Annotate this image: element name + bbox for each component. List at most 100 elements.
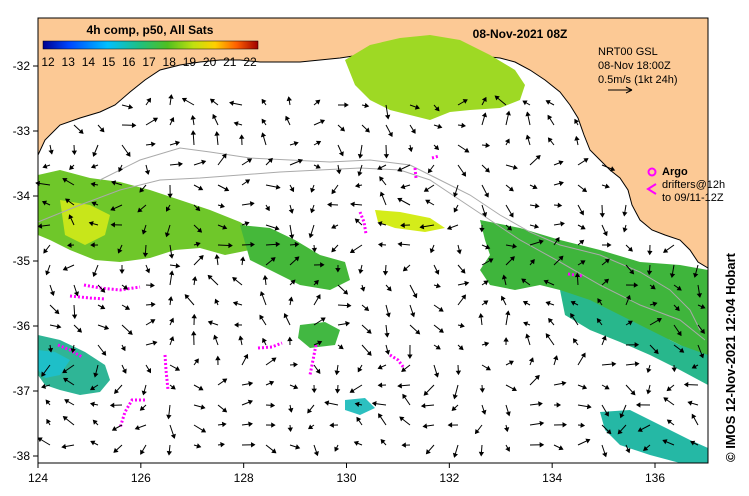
current-arrowhead [572, 338, 578, 344]
current-arrowhead [331, 247, 337, 253]
contour-shelf [99, 147, 701, 331]
current-arrowhead [250, 442, 256, 448]
current-arrowhead [169, 117, 175, 123]
current-arrowhead [142, 252, 149, 258]
colorbar: 4h comp, p50, All Sats 12 13 14 15 16 17 18 19 2… [41, 23, 259, 69]
current-arrowhead [483, 300, 489, 306]
current-arrowhead [212, 113, 218, 120]
current-arrowhead [543, 279, 549, 285]
current-arrowhead [420, 403, 426, 409]
current-arrowhead [505, 411, 511, 417]
current-arrowhead [121, 368, 127, 374]
current-arrowhead [334, 388, 341, 394]
current-arrowhead [696, 293, 702, 298]
current-arrowhead [666, 386, 672, 392]
y-tick-label: -33 [13, 124, 31, 138]
current-arrowhead [259, 314, 265, 320]
current-arrowhead [666, 419, 673, 425]
current-arrowhead [275, 184, 281, 190]
current-arrowhead [286, 96, 292, 102]
current-arrowhead [506, 225, 512, 231]
current-arrowhead [221, 407, 228, 413]
current-arrowhead [377, 242, 383, 248]
current-arrowhead [195, 241, 201, 247]
current-arrowhead [139, 187, 145, 193]
current-arrowhead [260, 132, 267, 138]
y-tick-label: -34 [13, 189, 31, 203]
current-arrowhead [349, 248, 356, 254]
current-arrowhead [604, 411, 609, 417]
sst-patch-east-teal [560, 290, 708, 385]
current-arrowhead [221, 153, 227, 159]
argo-tracks [57, 154, 583, 429]
current-arrowhead [350, 201, 355, 208]
current-arrowhead [191, 330, 197, 336]
current-arrowhead [354, 218, 360, 224]
current-arrowhead [410, 312, 416, 318]
current-arrowhead [461, 122, 466, 129]
current-arrowhead [532, 184, 538, 190]
current-arrowhead [125, 151, 131, 157]
current-arrowhead [99, 127, 105, 133]
current-arrowhead [383, 154, 390, 159]
current-arrowhead [45, 399, 51, 405]
current-arrowhead [538, 401, 543, 407]
current-arrowhead [400, 184, 406, 190]
current-arrowhead [190, 114, 196, 120]
current-arrowhead [622, 227, 628, 233]
current-arrowhead [484, 167, 490, 173]
current-arrowhead [73, 291, 79, 297]
current-arrowhead [222, 224, 228, 230]
current-arrowhead [505, 110, 511, 116]
current-arrowhead [556, 402, 562, 408]
sst-patch-north [345, 35, 525, 120]
current-arrowhead [528, 357, 534, 363]
current-arrowhead [207, 274, 213, 280]
current-arrowhead [293, 362, 298, 368]
current-arrowhead [41, 200, 48, 206]
argo-label: Argo [662, 166, 688, 178]
argo-legend: Argo drifters@12h to 09/11-12Z [646, 166, 725, 204]
current-arrowhead [178, 161, 183, 167]
current-arrowhead [104, 324, 110, 330]
x-tick-label: 134 [542, 471, 562, 485]
current-arrowhead [349, 388, 355, 393]
current-info: NRT00 GSL 08-Nov 18:00Z 0.5m/s (1kt 24h) [598, 46, 677, 94]
argo-track [57, 343, 83, 359]
colorbar-tick-label: 16 [122, 55, 136, 69]
current-arrowhead [287, 336, 293, 342]
current-arrowhead [634, 361, 640, 367]
current-arrowhead [92, 151, 98, 157]
current-arrowhead [583, 158, 589, 163]
colorbar-title: 4h comp, p50, All Sats [87, 23, 214, 37]
current-arrowhead [313, 451, 319, 457]
current-arrowhead [662, 439, 668, 445]
current-arrowhead [69, 164, 75, 170]
current-arrowhead [453, 192, 459, 198]
current-arrowhead [247, 399, 253, 405]
current-arrowhead [170, 433, 176, 439]
current-arrowhead [690, 440, 696, 446]
current-arrowhead [110, 222, 116, 228]
current-arrowhead [315, 140, 322, 146]
current-arrowhead [91, 201, 97, 207]
current-arrowhead [320, 317, 326, 323]
current-arrowhead [363, 306, 370, 312]
current-arrowhead [293, 141, 299, 147]
current-arrowhead [146, 368, 151, 374]
x-tick-label: 132 [439, 471, 459, 485]
current-arrowhead [412, 293, 418, 299]
current-arrowhead [629, 269, 635, 275]
current-arrowhead [419, 224, 425, 230]
current-arrowhead [652, 301, 658, 307]
colorbar-ticks: 12 13 14 15 16 17 18 19 20 21 22 [41, 55, 257, 69]
current-arrowhead [604, 258, 610, 264]
current-arrowhead [144, 169, 151, 175]
current-arrowhead [45, 270, 51, 276]
current-arrowhead [228, 242, 233, 249]
current-arrowhead [214, 298, 220, 304]
current-arrowhead [200, 404, 206, 410]
current-arrowhead [377, 364, 383, 370]
current-arrowhead [164, 232, 171, 238]
current-arrowhead [691, 413, 697, 419]
